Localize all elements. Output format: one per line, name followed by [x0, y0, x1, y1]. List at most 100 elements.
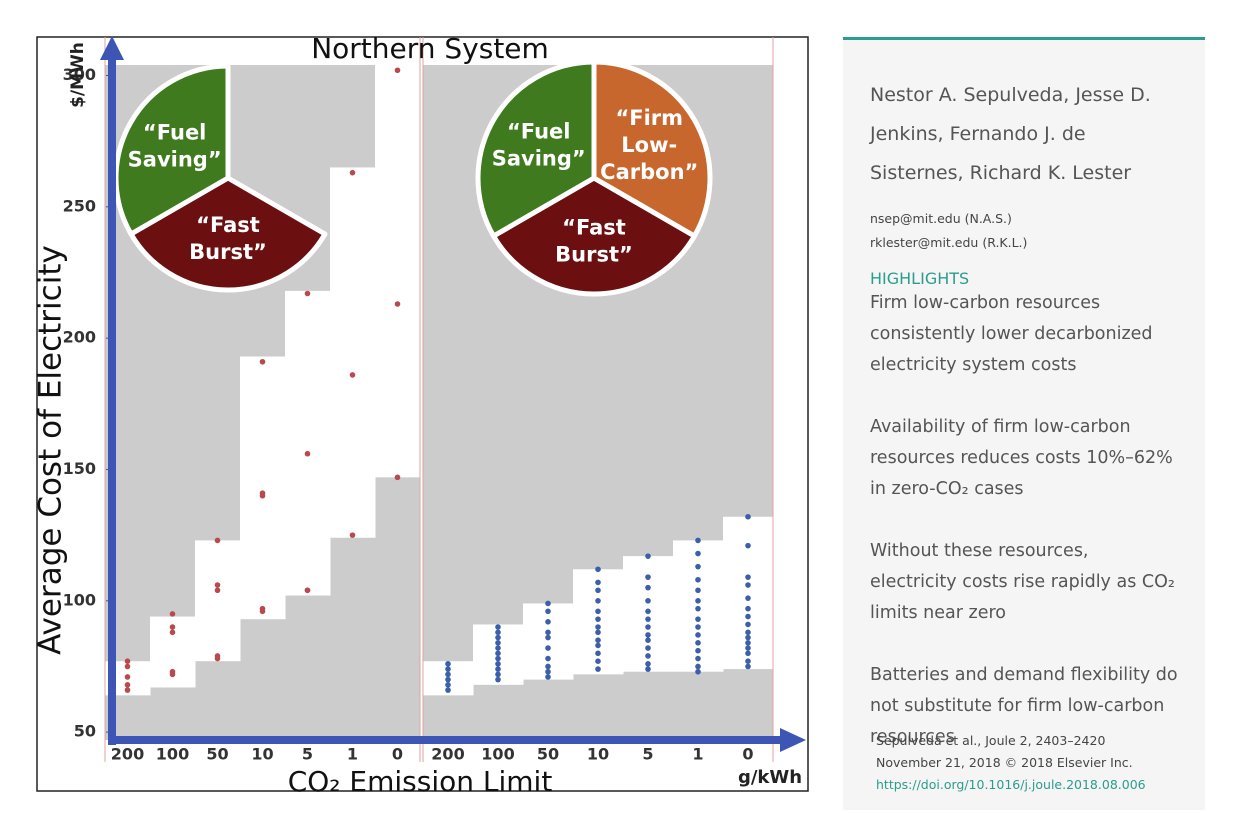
data-point	[745, 621, 751, 628]
data-point	[304, 450, 311, 457]
x-tick-label: 200	[111, 745, 144, 764]
data-point	[349, 169, 356, 176]
citation: Sepulveda et al., Joule 2, 2403–2420 Nov…	[876, 730, 1146, 796]
data-point	[745, 634, 751, 641]
sidebar: Nestor A. Sepulveda, Jesse D. Jenkins, F…	[843, 37, 1205, 810]
data-point	[545, 634, 551, 641]
data-point	[595, 666, 601, 672]
data-point	[695, 663, 701, 670]
data-point	[495, 676, 501, 683]
range-band	[330, 167, 376, 538]
data-point	[595, 587, 601, 594]
data-point	[745, 663, 751, 670]
data-point	[495, 671, 501, 678]
data-point	[645, 632, 651, 638]
data-point	[545, 608, 551, 615]
data-point	[745, 582, 751, 588]
email: nsep@mit.edu (N.A.S.)	[870, 211, 1012, 226]
x-axis-label: CO₂ Emission Limit	[288, 765, 553, 798]
citation-line: Sepulveda et al., Joule 2, 2403–2420	[876, 733, 1106, 748]
data-point	[124, 687, 131, 693]
authors: Nestor A. Sepulveda, Jesse D. Jenkins, F…	[870, 84, 1151, 184]
data-point	[259, 358, 266, 365]
data-point	[495, 629, 501, 636]
data-point	[259, 608, 266, 615]
pie-label: Saving”	[492, 147, 586, 171]
data-point	[695, 550, 701, 557]
x-tick-label: 5	[302, 745, 313, 764]
data-point	[695, 668, 701, 675]
data-point	[745, 605, 751, 612]
y-tick-label: 200	[63, 328, 96, 347]
x-tick-label: 5	[642, 745, 653, 764]
data-point	[745, 574, 751, 580]
data-point	[695, 616, 701, 622]
data-point	[545, 655, 551, 662]
data-point	[695, 597, 701, 604]
chart-title: Northern System	[311, 32, 549, 65]
highlights: Firm low-carbon resources consistently l…	[870, 288, 1185, 753]
data-point	[645, 666, 651, 672]
data-point	[745, 645, 751, 651]
data-point	[695, 655, 701, 662]
data-point	[695, 632, 701, 638]
data-point	[495, 634, 501, 641]
data-point	[545, 629, 551, 636]
data-point	[645, 553, 651, 559]
highlight: Batteries and demand flexibility do not …	[870, 665, 1178, 747]
data-point	[595, 566, 601, 573]
data-point	[259, 492, 266, 499]
data-point	[645, 624, 651, 630]
data-point	[745, 640, 751, 646]
range-band	[375, 65, 421, 478]
pie-label: “Fast	[562, 215, 626, 239]
email: rklester@mit.edu (R.K.L.)	[870, 235, 1028, 250]
x-tick-label: 100	[156, 745, 189, 764]
x-tick-label: 0	[742, 745, 753, 764]
data-point	[745, 595, 751, 601]
data-point	[304, 587, 311, 594]
highlight: Firm low-carbon resources consistently l…	[870, 293, 1153, 375]
y-tick-label: 150	[63, 459, 96, 478]
data-point	[124, 658, 131, 665]
data-point	[695, 537, 701, 544]
data-point	[394, 67, 401, 74]
data-point	[745, 658, 751, 665]
range-band	[240, 356, 286, 620]
data-point	[545, 674, 551, 680]
y-tick-label: 100	[63, 590, 96, 609]
x-tick-label: 0	[392, 745, 403, 764]
doi-link[interactable]: https://doi.org/10.1016/j.joule.2018.08.…	[876, 777, 1146, 792]
pie-wedge	[475, 59, 597, 239]
data-point	[695, 605, 701, 612]
data-point	[349, 372, 356, 378]
data-point	[349, 532, 356, 538]
data-point	[645, 653, 651, 659]
data-point	[495, 655, 501, 662]
data-point	[214, 655, 221, 662]
data-point	[695, 640, 701, 646]
data-point	[595, 616, 601, 622]
data-point	[545, 645, 551, 651]
data-point	[695, 587, 701, 594]
pie-label: “Firm	[615, 106, 683, 130]
data-point	[595, 637, 601, 643]
data-point	[214, 582, 221, 588]
pie-label: Low-	[621, 133, 677, 157]
pie-label: “Fuel	[143, 121, 207, 145]
range-band	[285, 290, 331, 596]
data-point	[495, 640, 501, 646]
data-point	[169, 611, 176, 617]
data-point	[214, 587, 221, 594]
pie-wedge	[591, 59, 713, 239]
data-point	[445, 676, 451, 683]
data-point	[745, 629, 751, 636]
data-point	[445, 671, 451, 678]
data-point	[645, 608, 651, 615]
citation-line: November 21, 2018 © 2018 Elsevier Inc.	[876, 755, 1133, 770]
data-point	[695, 576, 701, 583]
y-tick-label: 250	[63, 196, 96, 215]
